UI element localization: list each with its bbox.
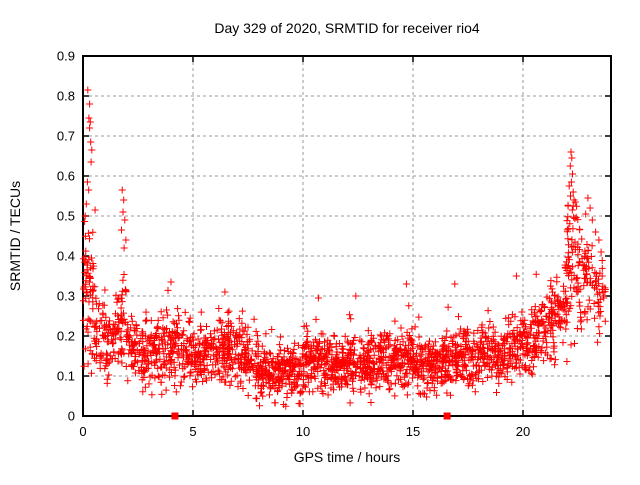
chart-title: Day 329 of 2020, SRMTID for receiver rio… bbox=[214, 20, 480, 36]
x-tick-label: 20 bbox=[516, 424, 530, 439]
data-points bbox=[79, 86, 609, 420]
y-tick-label: 0.9 bbox=[57, 49, 75, 64]
y-tick-label: 0 bbox=[68, 409, 75, 424]
y-tick-label: 0.8 bbox=[57, 89, 75, 104]
flag-square-marker bbox=[443, 412, 451, 420]
srmtid-plus-markers bbox=[79, 86, 609, 410]
flag-square-marker bbox=[171, 412, 179, 420]
y-tick-label: 0.1 bbox=[57, 369, 75, 384]
x-tick-label: 0 bbox=[79, 424, 86, 439]
y-tick-label: 0.7 bbox=[57, 129, 75, 144]
tick-labels: 0 5 10 15 20 0 0.1 0.2 0.3 0.4 0.5 0.6 0.7 0.8 0.9 bbox=[57, 49, 530, 440]
x-tick-label: 10 bbox=[296, 424, 310, 439]
tick-marks bbox=[82, 55, 611, 417]
y-axis-label: SRMTID / TECUs bbox=[7, 181, 23, 291]
y-tick-label: 0.3 bbox=[57, 289, 75, 304]
x-axis-label: GPS time / hours bbox=[294, 449, 401, 465]
y-tick-label: 0.2 bbox=[57, 329, 75, 344]
x-tick-label: 5 bbox=[189, 424, 196, 439]
y-tick-label: 0.5 bbox=[57, 209, 75, 224]
x-tick-label: 15 bbox=[406, 424, 420, 439]
y-tick-label: 0.4 bbox=[57, 249, 75, 264]
y-tick-label: 0.6 bbox=[57, 169, 75, 184]
